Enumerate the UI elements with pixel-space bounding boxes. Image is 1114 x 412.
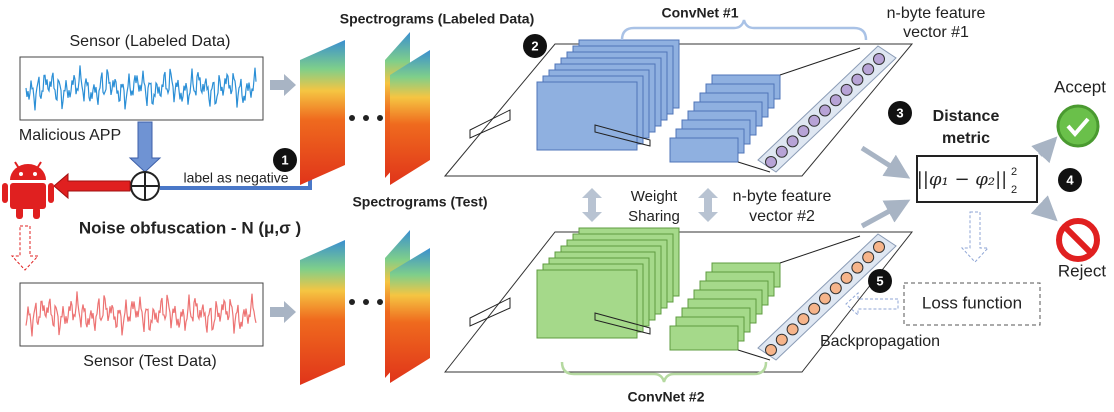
feature-map xyxy=(537,82,637,150)
label: vector #1 xyxy=(903,24,969,41)
feature-unit xyxy=(766,345,777,356)
feature-map xyxy=(670,138,738,162)
feature-unit xyxy=(830,95,841,106)
step-number: 1 xyxy=(281,152,288,167)
arrow xyxy=(12,226,38,270)
label: Reject xyxy=(1058,261,1106,280)
label: Spectrograms (Labeled Data) xyxy=(340,11,535,27)
feature-unit xyxy=(766,157,777,168)
label: Loss function xyxy=(922,293,1022,312)
spectrogram xyxy=(300,40,345,185)
feature-unit xyxy=(809,303,820,314)
label: ConvNet #2 xyxy=(627,389,704,405)
label: Sensor (Labeled Data) xyxy=(70,33,231,50)
step-number: 5 xyxy=(876,273,883,288)
feature-unit xyxy=(809,115,820,126)
feature-unit xyxy=(841,84,852,95)
step-number: 2 xyxy=(531,38,538,53)
arrow xyxy=(862,148,906,176)
ellipsis xyxy=(349,115,383,121)
label: Distance xyxy=(933,108,1000,125)
label: Noise obfuscation - N (μ,σ ) xyxy=(79,218,301,237)
feature-unit xyxy=(820,293,831,304)
arrow xyxy=(1040,140,1054,155)
feature-unit xyxy=(874,242,885,253)
arrow xyxy=(270,301,296,323)
step-number: 4 xyxy=(1066,172,1074,187)
step-number: 3 xyxy=(896,105,903,120)
arrow xyxy=(130,122,160,172)
formula: 2 xyxy=(1011,166,1017,178)
feature-unit xyxy=(798,126,809,137)
feature-unit xyxy=(863,252,874,263)
feature-unit xyxy=(787,324,798,335)
feature-unit xyxy=(863,64,874,75)
arrow xyxy=(270,74,296,96)
label: metric xyxy=(942,130,990,147)
brace xyxy=(622,20,866,40)
feature-unit xyxy=(852,262,863,273)
diagram: Sensor (Labeled Data) Malicious APP labe… xyxy=(0,0,1114,412)
label: vector #2 xyxy=(749,208,815,225)
formula: 2 xyxy=(1011,184,1017,196)
formula: ||φ₁ − φ₂|| xyxy=(917,169,1007,190)
label: ConvNet #1 xyxy=(661,5,738,21)
arrow xyxy=(54,174,130,198)
feature-unit xyxy=(820,105,831,116)
feature-unit xyxy=(852,74,863,85)
arrow xyxy=(862,202,906,226)
feature-unit xyxy=(830,283,841,294)
label: Accept xyxy=(1054,77,1106,96)
label: n-byte feature xyxy=(733,188,832,205)
feature-unit xyxy=(776,146,787,157)
feature-unit xyxy=(776,334,787,345)
arrow xyxy=(1040,205,1054,218)
android-icon xyxy=(2,162,54,219)
label: Sensor (Test Data) xyxy=(83,353,216,370)
ellipsis xyxy=(349,299,383,305)
arrow xyxy=(962,212,988,262)
label: Weight xyxy=(631,188,678,205)
label: Spectrograms (Test) xyxy=(352,194,487,210)
feature-unit xyxy=(798,314,809,325)
feature-unit xyxy=(874,54,885,65)
label: Malicious APP xyxy=(19,127,121,144)
label: n-byte feature xyxy=(887,5,986,22)
feature-unit xyxy=(787,136,798,147)
label: Backpropagation xyxy=(820,333,940,350)
double-arrow xyxy=(698,188,718,222)
spectrogram xyxy=(300,240,345,385)
double-arrow xyxy=(582,188,602,222)
label: label as negative xyxy=(183,170,288,186)
feature-map xyxy=(537,270,637,338)
accept-icon xyxy=(1058,106,1098,146)
feature-map xyxy=(670,326,738,350)
feature-unit xyxy=(841,272,852,283)
label: Sharing xyxy=(628,208,680,225)
